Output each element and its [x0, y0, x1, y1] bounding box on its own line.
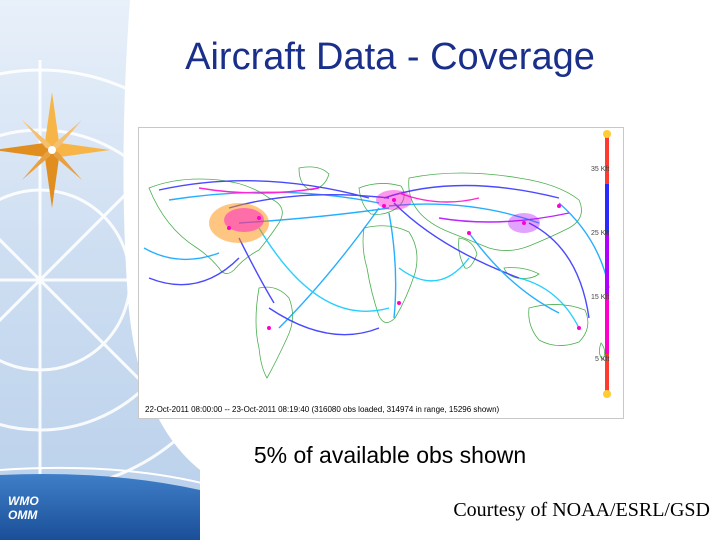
airport-hubs	[227, 198, 581, 330]
flight-tracks	[143, 180, 610, 336]
wmo-logo: WMO OMM	[8, 494, 39, 522]
logo-line-2: OMM	[8, 508, 38, 522]
map-caption: 22-Oct-2011 08:00:00 -- 23-Oct-2011 08:1…	[145, 405, 500, 414]
altitude-label-5: 5 Kft	[595, 356, 610, 363]
altitude-scale	[603, 130, 611, 398]
compass-star-icon	[0, 92, 110, 208]
continent-outlines	[148, 166, 605, 379]
sidebar-bottom-band	[0, 474, 200, 540]
logo-line-1: WMO	[8, 494, 39, 508]
altitude-label-15: 15 Kft	[591, 294, 610, 301]
slide-title: Aircraft Data - Coverage	[185, 36, 595, 78]
world-map-graphic	[143, 130, 611, 398]
courtesy-text: Courtesy of NOAA/ESRL/GSD	[453, 499, 710, 521]
altitude-label-25: 25 Kft	[591, 230, 610, 237]
obs-caption: 5% of available obs shown	[253, 442, 527, 468]
coverage-map: 35 Kft 25 Kft 15 Kft 5 Kft 22-Oct-2011 0…	[138, 127, 624, 419]
altitude-label-35: 35 Kft	[591, 166, 610, 173]
